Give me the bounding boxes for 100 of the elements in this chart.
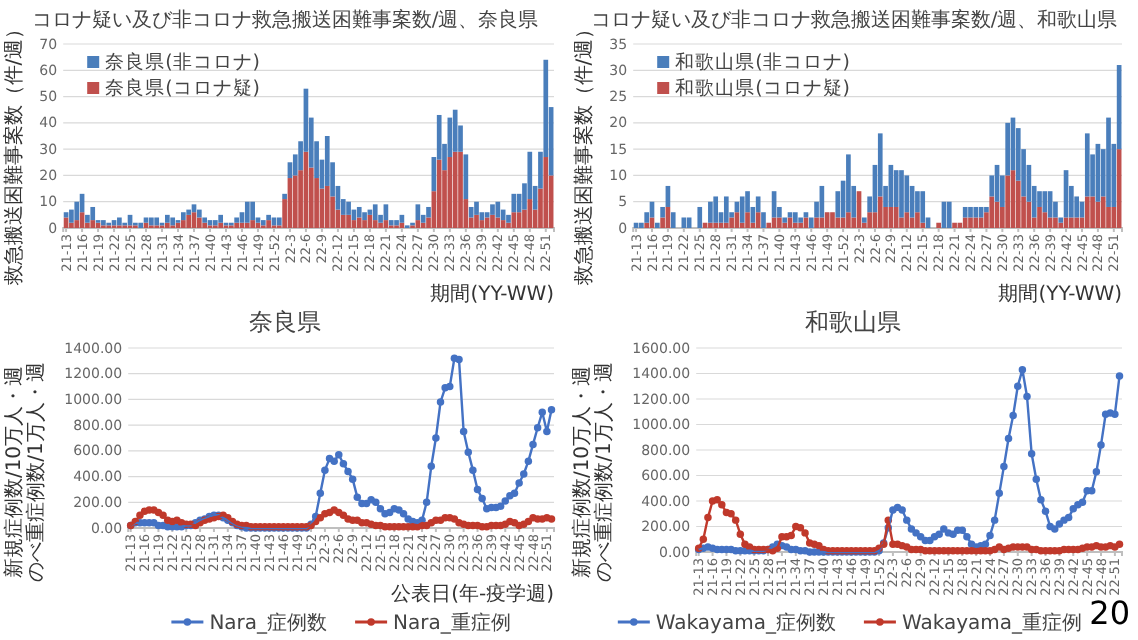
bar — [962, 217, 968, 228]
bar — [771, 217, 777, 228]
bar — [186, 209, 192, 215]
bar — [452, 151, 458, 228]
chart-title: コロナ疑い及び非コロナ救急搬送困難事案数/週、奈良県 — [31, 8, 539, 32]
bar — [362, 220, 367, 228]
bar — [250, 201, 255, 221]
bar — [946, 201, 952, 228]
bar — [686, 217, 692, 228]
bar — [495, 201, 501, 218]
bar — [63, 217, 69, 228]
bar — [340, 214, 346, 228]
bar — [660, 206, 665, 218]
bar — [69, 209, 74, 223]
bar — [250, 220, 255, 228]
bar — [484, 217, 490, 228]
chart-title: 和歌山県 — [805, 308, 901, 336]
bar — [495, 217, 501, 228]
bar — [973, 206, 979, 218]
bar — [138, 222, 144, 228]
bar — [292, 175, 298, 228]
bar — [792, 212, 798, 223]
bar — [1063, 217, 1069, 228]
bar — [458, 151, 463, 228]
bar — [1042, 212, 1048, 228]
bar — [484, 212, 490, 218]
bar — [1058, 222, 1064, 228]
bar — [713, 196, 719, 223]
bar — [830, 212, 835, 228]
bar — [1106, 117, 1111, 207]
bar — [356, 217, 362, 228]
bar — [202, 217, 208, 223]
bar — [426, 206, 431, 218]
y-axis-title: 新規症例数/10万人・週のべ重症例数/1万人・週 — [570, 362, 616, 582]
chart-title: 奈良県 — [249, 308, 321, 336]
bar — [1042, 191, 1048, 213]
bar — [420, 222, 426, 228]
bar — [154, 217, 160, 226]
bar — [543, 157, 549, 228]
y-axis-title: 救急搬送困難事案数（件/週） — [572, 18, 596, 288]
bar — [681, 217, 687, 228]
bar — [372, 204, 378, 221]
legend-label: Nara_症例数 — [209, 611, 328, 635]
bar — [1005, 175, 1010, 228]
bar — [729, 217, 734, 228]
bar — [739, 196, 745, 223]
bar — [196, 217, 202, 228]
bar — [644, 222, 650, 228]
bar — [867, 212, 872, 228]
bar — [819, 217, 825, 228]
legend-label: Nara_重症例 — [393, 611, 511, 635]
bar — [266, 214, 271, 221]
y-axis-title: 新規症例数/10万人・週のべ重症例数/1万人・週 — [2, 362, 48, 582]
bar — [984, 206, 989, 213]
bar — [202, 222, 208, 228]
bar — [196, 209, 202, 218]
bar — [186, 214, 192, 228]
bar — [479, 220, 485, 228]
bar — [1074, 217, 1079, 228]
bar — [143, 217, 149, 223]
bar — [527, 199, 533, 228]
bar — [824, 212, 830, 228]
bar — [452, 109, 458, 152]
bar — [378, 222, 383, 228]
bar — [968, 217, 973, 228]
bar — [782, 217, 788, 223]
bar — [899, 170, 904, 218]
bar — [436, 159, 442, 228]
bar — [792, 222, 798, 228]
bar — [708, 222, 713, 228]
bar — [490, 214, 495, 228]
bar — [649, 217, 655, 228]
legend-label: 奈良県(コロナ疑) — [105, 76, 261, 100]
bar — [920, 191, 926, 223]
bar — [282, 193, 287, 200]
bar — [260, 220, 266, 226]
bar — [324, 185, 330, 228]
bar — [1100, 196, 1106, 228]
bar — [1005, 122, 1010, 176]
bar — [388, 220, 394, 226]
bar — [276, 217, 282, 226]
chart-title: コロナ疑い及び非コロナ救急搬送困難事案数/週、和歌山県 — [590, 8, 1118, 32]
bar — [1037, 206, 1042, 228]
bar — [909, 217, 915, 228]
bar — [244, 201, 250, 223]
bar — [474, 201, 479, 215]
bar — [244, 222, 250, 228]
bar — [978, 217, 984, 228]
bar — [101, 220, 106, 226]
bar — [511, 212, 517, 228]
bar — [973, 217, 979, 228]
bar — [952, 222, 957, 228]
bar — [782, 222, 788, 228]
bar — [654, 222, 660, 228]
bar — [846, 154, 851, 213]
bar — [798, 217, 803, 223]
bar — [723, 222, 729, 228]
bar — [234, 217, 239, 223]
bar — [506, 214, 511, 223]
bar — [915, 212, 920, 228]
